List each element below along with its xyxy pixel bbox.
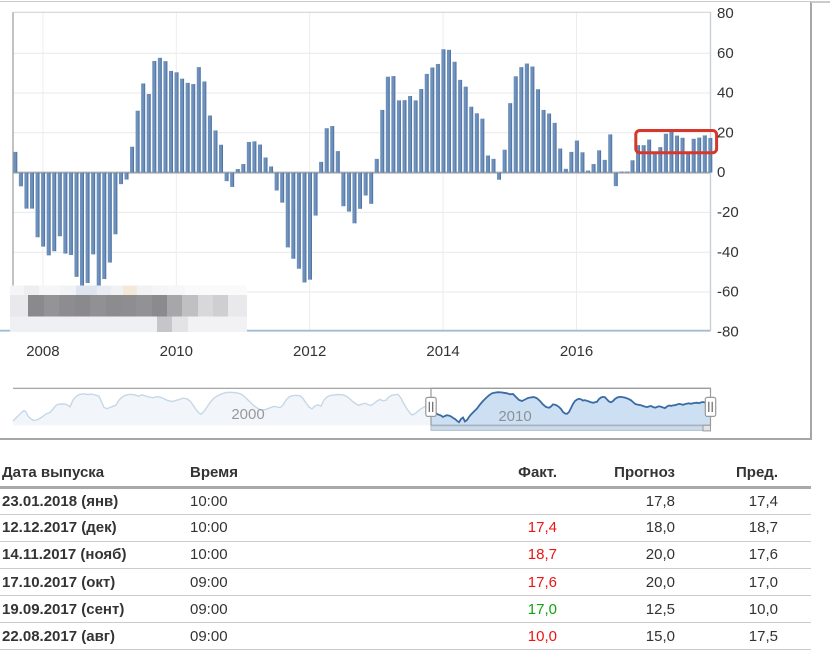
- svg-text:2014: 2014: [426, 343, 459, 360]
- svg-text:-40: -40: [717, 244, 739, 261]
- svg-text:2010: 2010: [160, 343, 193, 360]
- svg-text:2010: 2010: [498, 408, 531, 425]
- svg-text:2008: 2008: [26, 343, 59, 360]
- svg-text:40: 40: [717, 85, 734, 102]
- svg-text:0: 0: [717, 164, 725, 181]
- svg-text:20: 20: [717, 124, 734, 141]
- svg-text:-80: -80: [717, 323, 739, 340]
- svg-text:-20: -20: [717, 204, 739, 221]
- svg-text:2000: 2000: [231, 406, 264, 423]
- svg-text:2012: 2012: [293, 343, 326, 360]
- svg-text:2016: 2016: [560, 343, 593, 360]
- svg-text:-60: -60: [717, 284, 739, 301]
- svg-text:60: 60: [717, 45, 734, 62]
- svg-text:80: 80: [717, 5, 734, 22]
